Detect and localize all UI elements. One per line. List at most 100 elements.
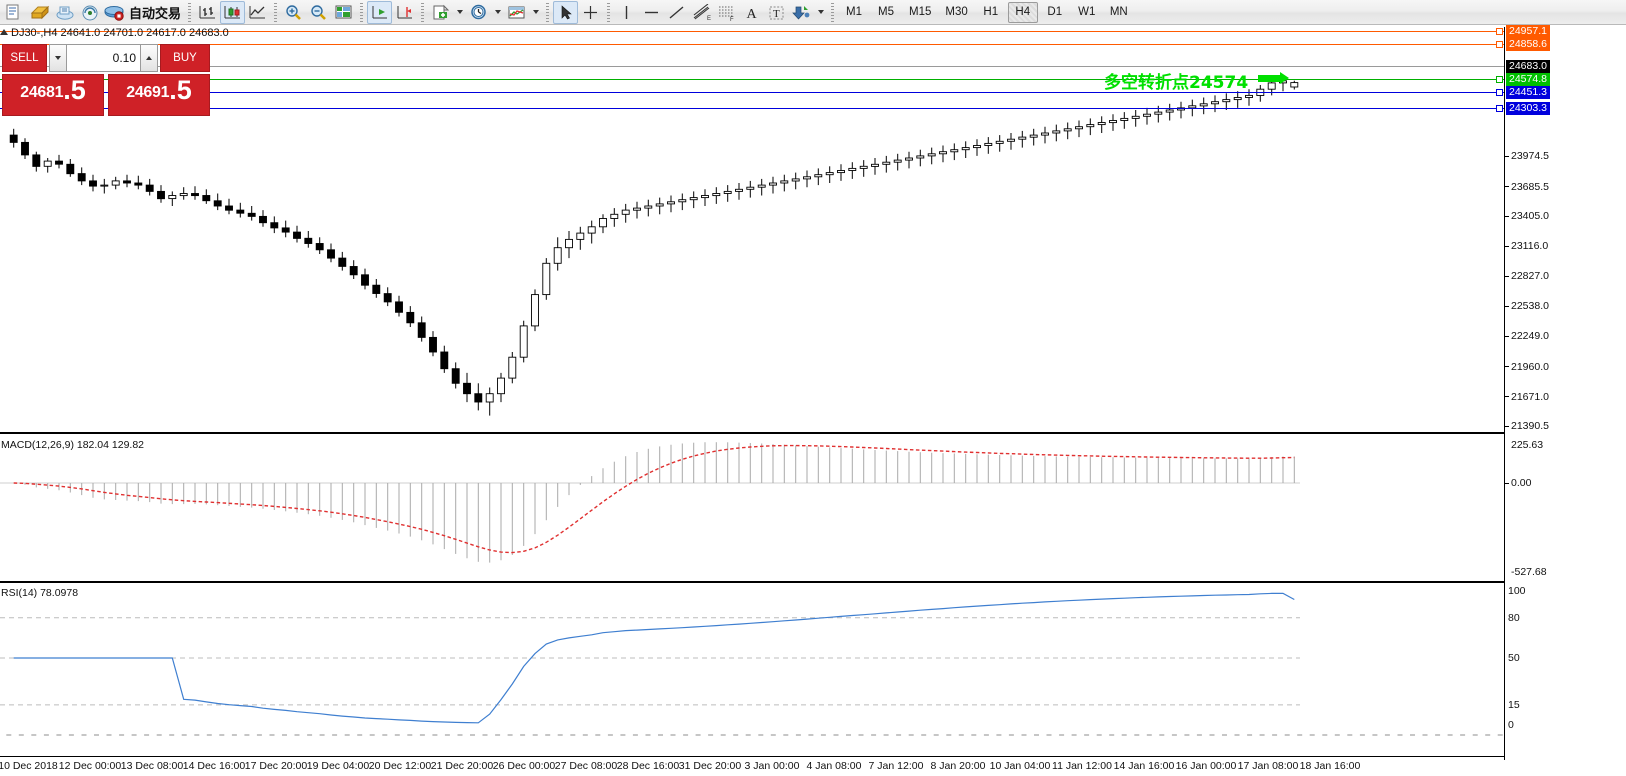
chart-header: DJ30-,H4 24641.0 24701.0 24617.0 24683.0 bbox=[0, 26, 1500, 40]
svg-text:F: F bbox=[730, 17, 734, 21]
time-tick-label: 3 Jan 00:00 bbox=[744, 760, 800, 772]
price-level-label[interactable]: 24957.1 bbox=[1506, 25, 1550, 38]
volume-decrease-button[interactable] bbox=[49, 44, 67, 72]
tile-windows-icon[interactable] bbox=[331, 1, 356, 24]
price-level-line[interactable] bbox=[0, 92, 1504, 93]
price-level-line[interactable] bbox=[0, 66, 1504, 67]
price-level-handle[interactable] bbox=[1496, 105, 1503, 112]
price-level-label[interactable]: 24303.3 bbox=[1506, 102, 1550, 115]
time-tick-label: 13 Dec 08:00 bbox=[120, 760, 184, 772]
rsi-tick: 80 bbox=[1508, 611, 1520, 624]
price-level-line[interactable] bbox=[0, 31, 1504, 32]
timeframe-m30[interactable]: M30 bbox=[945, 6, 968, 18]
new-template-dropdown-icon[interactable] bbox=[453, 1, 466, 24]
candlestick-chart-icon[interactable] bbox=[220, 0, 246, 24]
auto-scroll-icon[interactable] bbox=[367, 0, 393, 24]
pane-divider-macd bbox=[0, 432, 1504, 434]
price-tick: 22827.0 bbox=[1505, 270, 1549, 282]
timeframe-m1[interactable]: M1 bbox=[846, 6, 862, 18]
buy-button[interactable]: BUY bbox=[160, 44, 210, 72]
price-level-handle[interactable] bbox=[1496, 28, 1503, 35]
price-chart-svg bbox=[9, 74, 1299, 416]
fibonacci-retracement-icon[interactable]: F bbox=[714, 1, 739, 24]
time-tick-label: 14 Jan 16:00 bbox=[1113, 760, 1175, 772]
chart-shift-icon[interactable] bbox=[392, 1, 417, 24]
price-level-line[interactable] bbox=[0, 108, 1504, 109]
line-chart-icon[interactable] bbox=[245, 1, 270, 24]
price-tick: 23685.5 bbox=[1505, 181, 1549, 193]
cursor-icon[interactable] bbox=[553, 0, 579, 24]
svg-text:E: E bbox=[707, 16, 711, 21]
sell-price-integer: 24681 bbox=[20, 84, 64, 101]
price-tick: 23405.0 bbox=[1505, 210, 1549, 222]
price-level-label[interactable]: 24451.3 bbox=[1506, 86, 1550, 99]
timeframe-h1[interactable]: H1 bbox=[983, 6, 999, 18]
price-tick: 23116.0 bbox=[1505, 240, 1548, 252]
chart-collapse-icon[interactable] bbox=[0, 29, 8, 35]
price-level-handle[interactable] bbox=[1496, 89, 1503, 96]
price-level-handle[interactable] bbox=[1496, 76, 1503, 83]
time-tick-label: 4 Jan 08:00 bbox=[806, 760, 862, 772]
expert-advisors-icon[interactable] bbox=[27, 1, 52, 24]
signals-icon[interactable] bbox=[77, 1, 102, 24]
timeframe-h4[interactable]: H4 bbox=[1007, 1, 1038, 23]
time-scale[interactable]: 10 Dec 2018 12 Dec 00:00 13 Dec 08:00 14 De… bbox=[0, 756, 1504, 776]
sell-button[interactable]: SELL bbox=[2, 44, 47, 72]
price-scale[interactable]: 23974.5 23685.5 23405.0 23116.0 22827.0 22538… bbox=[1504, 25, 1626, 760]
vertical-line-icon[interactable] bbox=[614, 1, 639, 24]
equidistant-channel-icon[interactable]: E bbox=[689, 1, 714, 24]
auto-trade-label[interactable]: 自动交易 bbox=[129, 6, 182, 22]
arrows-icon[interactable] bbox=[789, 1, 814, 24]
text-label-icon[interactable]: A bbox=[739, 1, 764, 24]
oct-top-row: SELL 0.10 BUY bbox=[2, 44, 210, 72]
horizontal-line-icon[interactable] bbox=[639, 1, 664, 24]
crosshair-icon[interactable] bbox=[578, 1, 603, 24]
trendline-icon[interactable] bbox=[664, 1, 689, 24]
data-window-icon[interactable] bbox=[52, 1, 77, 24]
zoom-in-icon[interactable] bbox=[281, 1, 306, 24]
timeframe-w1[interactable]: W1 bbox=[1078, 6, 1096, 18]
rsi-pane[interactable] bbox=[0, 585, 1504, 733]
period-dropdown-icon[interactable] bbox=[491, 1, 504, 24]
toolbar-separator bbox=[831, 2, 835, 22]
buy-price-integer: 24691 bbox=[126, 84, 170, 101]
new-order-icon[interactable] bbox=[2, 1, 27, 24]
time-tick-label: 21 Dec 20:00 bbox=[430, 760, 494, 772]
price-level-line[interactable] bbox=[0, 44, 1504, 45]
timeframe-mn[interactable]: MN bbox=[1109, 6, 1128, 18]
price-level-line[interactable] bbox=[0, 79, 1504, 80]
bar-chart-icon[interactable] bbox=[195, 1, 220, 24]
timeframe-m5[interactable]: M5 bbox=[878, 6, 894, 18]
timeframe-m15[interactable]: M15 bbox=[909, 6, 932, 18]
time-tick-label: 10 Jan 04:00 bbox=[989, 760, 1051, 772]
macd-pane[interactable] bbox=[0, 437, 1504, 580]
rsi-tick: 50 bbox=[1508, 652, 1520, 664]
price-level-label[interactable]: 24683.0 bbox=[1506, 60, 1550, 73]
zoom-out-icon[interactable] bbox=[306, 1, 331, 24]
time-tick-label: 8 Jan 20:00 bbox=[930, 760, 986, 772]
annotation-arrow-icon[interactable] bbox=[1258, 75, 1280, 82]
new-template-icon[interactable] bbox=[428, 1, 453, 24]
period-separators-icon[interactable] bbox=[466, 1, 491, 24]
price-pane[interactable] bbox=[0, 27, 1504, 431]
price-level-handle[interactable] bbox=[1496, 41, 1503, 48]
indicators-list-icon[interactable] bbox=[504, 1, 529, 24]
market-icon[interactable] bbox=[102, 1, 127, 24]
one-click-trading-panel[interactable]: SELL 0.10 BUY 24681.5 24691.5 bbox=[2, 44, 210, 116]
price-tick: 23974.5 bbox=[1505, 150, 1549, 162]
text-box-icon[interactable]: T bbox=[764, 1, 789, 24]
price-level-label[interactable]: 24858.6 bbox=[1506, 38, 1550, 51]
main-toolbar: 自动交易 bbox=[0, 0, 1626, 25]
indicators-dropdown-icon[interactable] bbox=[529, 1, 542, 24]
buy-price-box[interactable]: 24691.5 bbox=[108, 74, 210, 116]
rsi-tick: 100 bbox=[1508, 585, 1526, 597]
price-level-label[interactable]: 24574.8 bbox=[1506, 73, 1550, 86]
sell-price-box[interactable]: 24681.5 bbox=[2, 74, 104, 116]
volume-input[interactable]: 0.10 bbox=[67, 44, 140, 72]
chart-annotation-text[interactable]: 多空转折点24574 bbox=[1104, 73, 1249, 93]
arrows-dropdown-icon[interactable] bbox=[814, 1, 827, 24]
toolbar-separator bbox=[274, 2, 278, 22]
timeframe-d1[interactable]: D1 bbox=[1047, 6, 1063, 18]
volume-stepper[interactable]: 0.10 bbox=[49, 44, 158, 72]
volume-increase-button[interactable] bbox=[140, 44, 158, 72]
